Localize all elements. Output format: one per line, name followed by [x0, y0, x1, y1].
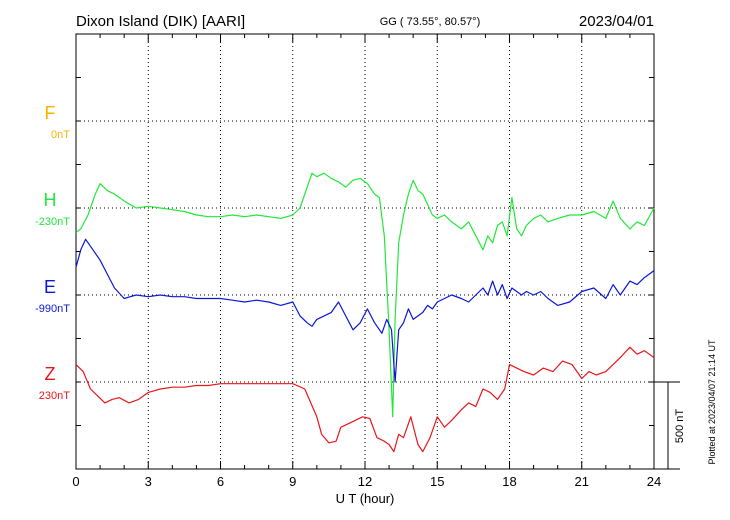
x-tick-label-6: 6: [217, 474, 224, 489]
series-group: [75, 172, 655, 453]
chart-title-coordinates: GG ( 73.55°, 80.57°): [380, 16, 481, 28]
x-axis-tick-labels: 0 3 6 9 12 15 18 21 24: [72, 474, 661, 489]
series-line-z: [75, 346, 655, 453]
x-tick-label-12: 12: [358, 474, 372, 489]
x-tick-label-24: 24: [647, 474, 661, 489]
x-axis-label: U T (hour): [336, 491, 395, 506]
chart-title-station: Dixon Island (DIK) [AARI]: [76, 13, 245, 30]
x-tick-label-15: 15: [430, 474, 444, 489]
x-tick-label-9: 9: [289, 474, 296, 489]
series-line-h: [75, 172, 655, 418]
x-axis-ticks: [75, 33, 655, 469]
plot-frame: [75, 33, 655, 470]
scale-bar: [654, 381, 680, 470]
x-tick-label-18: 18: [502, 474, 516, 489]
series-baseline-f: 0nT: [51, 129, 70, 141]
series-labels: F 0nT H -230nT E -990nT Z 230nT: [35, 103, 70, 402]
series-name-z: Z: [45, 364, 56, 384]
series-baseline-e: -990nT: [35, 303, 70, 315]
x-tick-label-3: 3: [145, 474, 152, 489]
chart-title-date: 2023/04/01: [579, 13, 654, 30]
series-name-h: H: [44, 190, 57, 210]
series-line-e: [75, 238, 655, 383]
series-baseline-h: -230nT: [35, 216, 70, 228]
scale-bar-label: 500 nT: [674, 409, 686, 444]
x-tick-label-0: 0: [72, 474, 79, 489]
x-tick-label-21: 21: [575, 474, 589, 489]
plotted-note: Plotted at 2023/04/07 21:14 UT: [707, 339, 717, 465]
series-baseline-z: 230nT: [39, 390, 70, 402]
series-name-f: F: [45, 103, 56, 123]
grid-lines: [76, 34, 654, 469]
series-name-e: E: [44, 277, 56, 297]
